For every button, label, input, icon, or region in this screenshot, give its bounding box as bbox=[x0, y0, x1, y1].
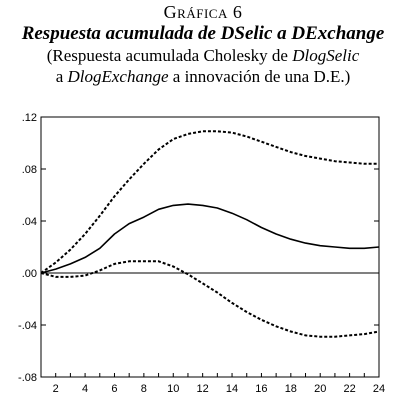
x-tick-label: 18 bbox=[285, 383, 297, 395]
response-line bbox=[40, 203, 380, 274]
subtitle-line-2-suffix: a innovación de una D.E.) bbox=[168, 67, 351, 86]
x-tick-label: 8 bbox=[141, 383, 147, 395]
y-tick-label: .00 bbox=[22, 268, 37, 280]
chart-subtitle-line-2: a DlogExchange a innovación de una D.E.) bbox=[0, 67, 406, 87]
y-tick-label: .12 bbox=[22, 112, 37, 124]
x-tick-label: 24 bbox=[373, 383, 385, 395]
lower-band-line bbox=[40, 260, 380, 338]
subtitle-line-1-variable: DlogSelic bbox=[292, 46, 360, 65]
chart-subtitle-line-1: (Respuesta acumulada Cholesky de DlogSel… bbox=[0, 46, 406, 66]
x-tick-label: 12 bbox=[197, 383, 209, 395]
subtitle-line-2-variable: DlogExchange bbox=[67, 67, 169, 86]
y-tick-label: -.04 bbox=[18, 320, 37, 332]
y-tick-label: -.08 bbox=[18, 372, 37, 384]
y-tick-label: .04 bbox=[22, 216, 37, 228]
chart-title: Respuesta acumulada de DSelic a DExchang… bbox=[21, 23, 385, 44]
figure-number: Gráfica 6 bbox=[163, 2, 243, 22]
x-tick-label: 10 bbox=[167, 383, 179, 395]
x-tick-label: 2 bbox=[53, 383, 59, 395]
subtitle-line-1-text: (Respuesta acumulada Cholesky de bbox=[46, 46, 293, 65]
x-tick-label: 4 bbox=[82, 383, 88, 395]
upper-band-line bbox=[40, 130, 379, 274]
x-tick-label: 20 bbox=[314, 383, 326, 395]
x-tick-label: 16 bbox=[255, 383, 267, 395]
x-tick-label: 22 bbox=[343, 383, 355, 395]
x-tick-label: 6 bbox=[111, 383, 117, 395]
y-tick-label: .08 bbox=[22, 164, 37, 176]
subtitle-line-2-text: a bbox=[55, 67, 68, 86]
x-tick-label: 14 bbox=[226, 383, 238, 395]
